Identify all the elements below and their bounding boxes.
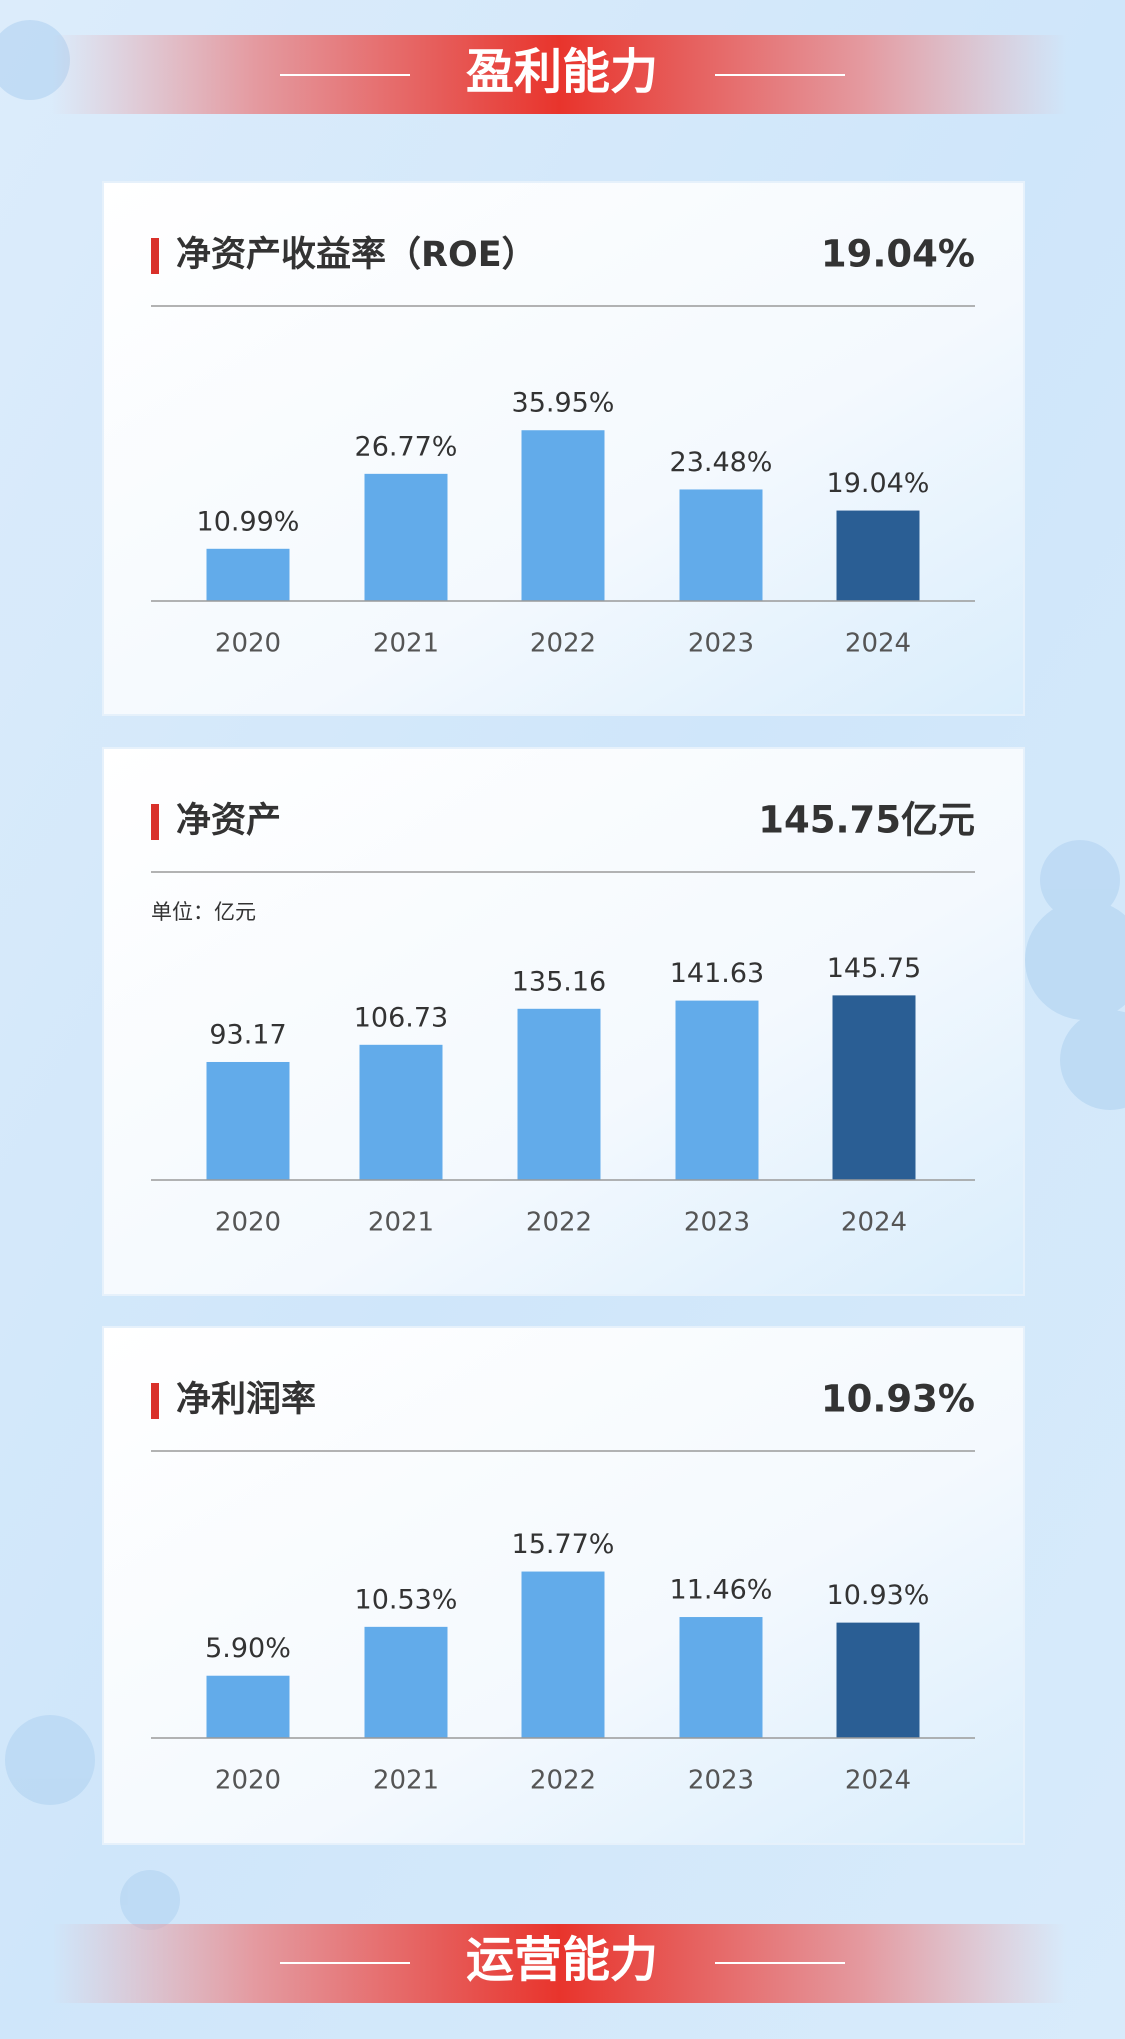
value-label: 35.95% [512,388,615,419]
x-tick-label: 2024 [845,629,911,659]
banner-bg [52,1924,1067,2003]
bar [832,995,916,1180]
value-label: 10.53% [355,1584,458,1615]
value-label: 141.63 [670,958,764,989]
bar [517,1008,601,1180]
x-tick-label: 2024 [845,1766,911,1796]
highlight-value: 145.75亿元 [758,799,975,842]
chart-title: 净资产 [176,801,281,841]
x-tick-label: 2022 [530,629,596,659]
highlight-value: 10.93% [821,1378,975,1421]
value-label: 93.17 [209,1019,286,1050]
x-tick-label: 2020 [215,1766,281,1796]
x-tick-label: 2020 [215,1208,281,1238]
x-tick-label: 2022 [526,1208,592,1238]
x-tick-label: 2024 [841,1208,907,1238]
banner: 运营能力 [52,1924,1067,2003]
value-label: 145.75 [827,953,921,984]
bar [364,1626,448,1738]
value-label: 15.77% [512,1529,615,1560]
bar [364,473,448,601]
value-label: 106.73 [354,1002,448,1033]
chart-title: 净资产收益率（ROE） [176,235,537,275]
bar [679,489,763,601]
title-marker [151,238,159,274]
highlight-value: 19.04% [821,233,975,276]
banner: 盈利能力 [52,35,1067,114]
value-label: 5.90% [205,1633,291,1664]
title-marker [151,1383,159,1419]
x-tick-label: 2021 [373,629,439,659]
x-tick-label: 2022 [530,1766,596,1796]
banner-title: 盈利能力 [466,44,658,100]
title-marker [151,804,159,840]
bar [206,548,290,601]
value-label: 10.99% [197,506,300,537]
bar [836,510,920,601]
bar [836,1622,920,1738]
x-tick-label: 2023 [688,1766,754,1796]
x-tick-label: 2021 [373,1766,439,1796]
value-label: 19.04% [827,468,930,499]
value-label: 11.46% [670,1575,773,1606]
bar [206,1061,290,1180]
bar [206,1675,290,1738]
value-label: 23.48% [670,447,773,478]
value-label: 10.93% [827,1580,930,1611]
chart-card: 净利润率 10.93% 5.90% 2020 10.53% 2021 15.77% 2022 1… [102,1326,1025,1845]
banner-title: 运营能力 [466,1932,658,1988]
bar [679,1617,763,1738]
bar [521,1571,605,1738]
x-tick-label: 2020 [215,629,281,659]
banner-bg [52,35,1067,114]
chart-title: 净利润率 [176,1380,316,1420]
value-label: 26.77% [355,431,458,462]
unit-note: 单位：亿元 [151,900,256,924]
bar [675,1000,759,1180]
x-tick-label: 2021 [368,1208,434,1238]
x-tick-label: 2023 [684,1208,750,1238]
chart-card: 净资产收益率（ROE） 19.04% 10.99% 2020 26.77% 2021 35.… [102,181,1025,716]
bar [521,430,605,601]
x-tick-label: 2023 [688,629,754,659]
bar [359,1044,443,1180]
value-label: 135.16 [512,966,606,997]
